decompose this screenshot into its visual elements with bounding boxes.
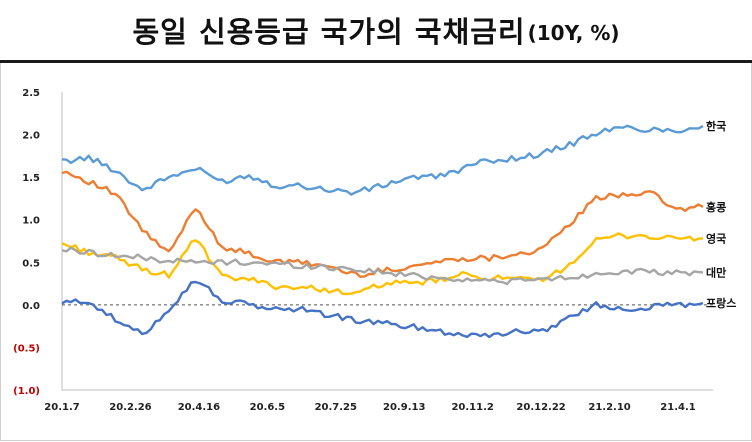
series-label: 한국 — [706, 119, 726, 133]
y-tick-label: 2.5 — [22, 88, 40, 99]
x-tick-label: 20.4.16 — [178, 402, 220, 413]
x-tick-label: 20.12.22 — [516, 402, 565, 413]
series-line-4 — [61, 246, 704, 286]
y-tick-label: (1.0) — [13, 386, 40, 397]
y-tick-label: 1.5 — [22, 173, 40, 184]
x-tick-label: 20.11.2 — [451, 402, 493, 413]
series-label: 프랑스 — [706, 297, 736, 310]
y-tick-label: 0.0 — [22, 301, 40, 312]
y-tick-label: (0.5) — [13, 343, 40, 354]
x-tick-label: 20.1.7 — [44, 402, 79, 413]
y-tick-label: 2.0 — [22, 131, 40, 142]
x-tick-label: 20.7.25 — [315, 402, 357, 413]
x-tick-label: 20.6.5 — [250, 402, 285, 413]
chart-title-bar: 동일 신용등급 국가의 국채금리 (10Y, %) — [0, 0, 752, 63]
y-tick-label: 0.5 — [22, 258, 40, 269]
chart-title: 동일 신용등급 국가의 국채금리 — [132, 15, 526, 49]
series-line-3 — [61, 232, 704, 296]
y-tick-label: 1.0 — [22, 216, 40, 227]
x-tick-label: 20.9.13 — [383, 402, 425, 413]
x-tick-label: 20.2.26 — [109, 402, 151, 413]
series-label: 홍콩 — [706, 200, 726, 214]
series-line-5 — [61, 280, 704, 339]
series-line-1 — [61, 124, 704, 196]
series-label: 영국 — [706, 232, 726, 245]
chart-title-unit: (10Y, %) — [527, 21, 620, 45]
x-tick-label: 21.2.10 — [588, 402, 630, 413]
series-label: 대만 — [706, 266, 726, 280]
x-tick-label: 21.4.1 — [660, 402, 695, 413]
